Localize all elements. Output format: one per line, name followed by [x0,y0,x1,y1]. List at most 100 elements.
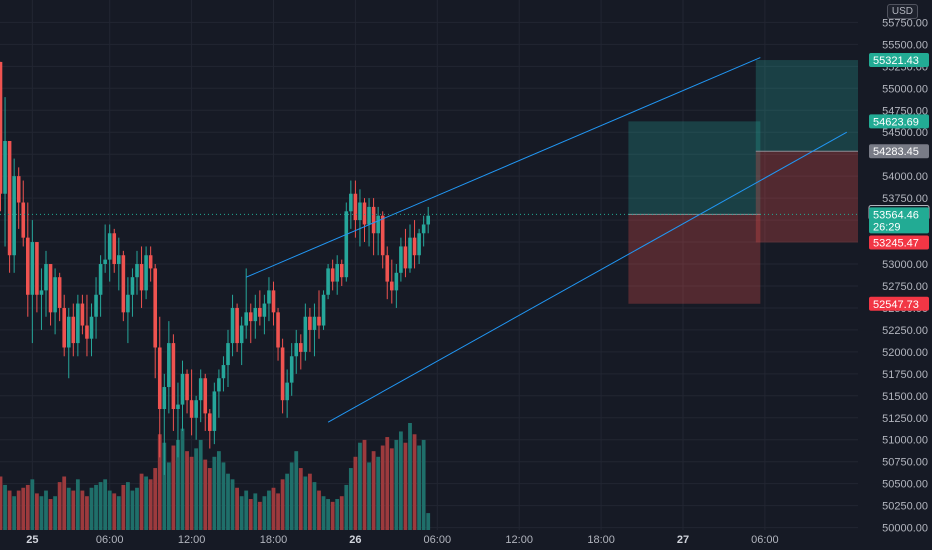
candle-body [180,373,185,405]
volume-bar [12,496,17,530]
volume-bar [21,487,26,530]
candle-body [107,233,112,260]
volume-bar [0,476,3,530]
candle-body [344,211,349,278]
volume-bar [335,499,340,530]
candle-body [239,325,244,344]
volume-bar [362,439,367,530]
volume-bar [348,468,353,530]
volume-bar [262,496,267,530]
volume-bar [35,493,39,530]
y-tick-label: 53000.00 [882,259,928,271]
volume-bar [71,490,76,530]
candle-body [162,387,167,409]
candle-body [385,255,390,282]
volume-bar [16,490,21,530]
candle-body [66,316,71,348]
candle-body [89,316,94,339]
candle-body [262,303,267,317]
volume-bar [135,487,139,530]
candle-body [230,307,235,344]
volume-bar [89,487,94,530]
volume-bar [176,439,180,530]
price-tag-label: 53564.46 [873,209,919,221]
candle-body [117,255,121,265]
candle-body [408,237,412,269]
candle-body [53,277,57,313]
candle-body [121,255,126,313]
channel-lower-line [327,131,848,423]
candle-body [349,193,353,212]
candle-body [362,202,367,225]
candle-body [244,312,248,326]
volume-bar [344,484,349,530]
candle-body [44,264,48,291]
y-tick-label: 55750.00 [882,17,928,29]
volume-bar [157,434,162,530]
volume-bar [48,499,53,530]
volume-bar [148,479,153,530]
channel-upper-line [246,57,761,278]
candle-body [276,312,280,348]
candle-body [198,378,203,401]
candle-body [358,202,362,221]
candle-body [203,378,208,414]
volume-bar [385,437,390,530]
volume-bar [230,479,235,530]
candle-body [271,290,276,313]
price-tag-label: 54283.45 [873,146,919,158]
candle-body [80,303,85,326]
volume-bar [121,484,126,530]
candle-body [98,264,103,295]
y-tick-label: 51750.00 [882,369,928,381]
volume-bar [207,468,212,530]
y-tick-label: 50750.00 [882,457,928,469]
candle-body [226,343,230,366]
candle-body [258,307,262,317]
y-tick-label: 50000.00 [882,523,928,535]
candle-body [76,303,80,344]
candle-body [71,316,76,344]
volume-bar [130,490,135,530]
volume-bar [308,473,312,530]
volume-bar [280,479,285,530]
x-tick-label: 27 [677,534,689,546]
currency-badge[interactable]: USD [886,4,918,19]
volume-bar [144,476,148,530]
volume-bar [353,456,358,530]
volume-bar [271,487,276,530]
x-tick-label: 18:00 [587,534,615,546]
volume-bar [112,493,117,530]
candle-body [417,233,421,256]
volume-bar [194,448,199,530]
volume-bar [94,484,98,530]
volume-bar [289,462,294,530]
price-tag-label: 55321.43 [873,55,919,67]
x-tick-label: 06:00 [424,534,452,546]
volume-bar [267,490,271,530]
candle-body [321,294,326,326]
y-tick-label: 50500.00 [882,479,928,491]
candle-body [171,343,176,409]
volume-bar [217,451,221,530]
candle-body [253,307,258,322]
volume-bar [298,468,303,530]
candle-body [126,294,130,313]
volume-bar [326,499,330,530]
price-tag-label: 52547.73 [873,299,919,311]
volume-bar [162,442,167,530]
volume-bar [235,487,239,530]
candle-body [339,264,344,278]
y-tick-label: 52000.00 [882,347,928,359]
candle-body [412,237,417,256]
volume-bar [253,493,258,530]
candle-body [0,61,3,194]
candle-body [7,141,12,256]
volume-bar [426,513,431,530]
x-tick-label: 18:00 [260,534,288,546]
x-tick-label: 12:00 [178,534,206,546]
volume-bar [153,468,158,530]
x-tick-label: 25 [26,534,38,546]
volume-bar [408,423,412,530]
